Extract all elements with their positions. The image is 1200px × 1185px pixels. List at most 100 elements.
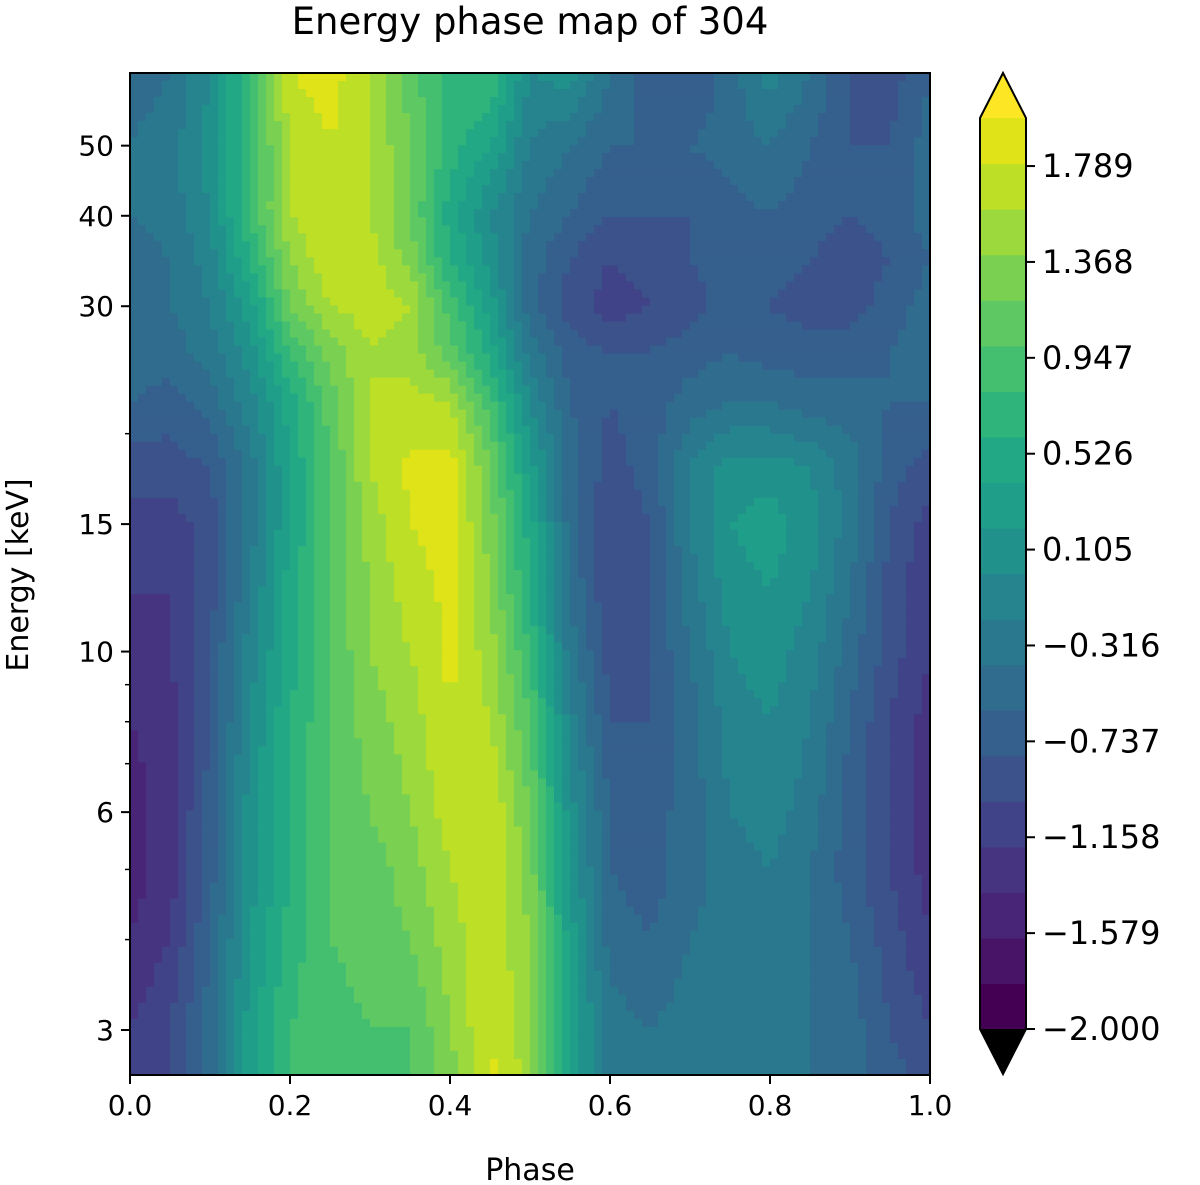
heatmap-cell bbox=[482, 393, 491, 403]
heatmap-cell bbox=[594, 465, 603, 475]
heatmap-cell bbox=[490, 161, 499, 170]
heatmap-cell bbox=[722, 185, 731, 194]
heatmap-cell bbox=[826, 225, 835, 234]
heatmap-cell bbox=[178, 449, 187, 459]
heatmap-cell bbox=[210, 129, 219, 138]
heatmap-cell bbox=[762, 433, 771, 443]
heatmap-cell bbox=[442, 193, 451, 202]
heatmap-cell bbox=[730, 201, 739, 210]
heatmap-cell bbox=[650, 257, 659, 266]
heatmap-cell bbox=[354, 361, 363, 371]
heatmap-cell bbox=[410, 249, 419, 258]
heatmap-cell bbox=[178, 257, 187, 266]
heatmap-cell bbox=[674, 361, 683, 371]
heatmap-cell bbox=[410, 441, 419, 451]
heatmap-cell bbox=[754, 73, 763, 82]
heatmap-cell bbox=[178, 97, 187, 106]
heatmap-cell bbox=[674, 161, 683, 170]
heatmap-cell bbox=[674, 353, 683, 363]
heatmap-cell bbox=[794, 89, 803, 98]
heatmap-cell bbox=[746, 409, 755, 419]
heatmap-cell bbox=[290, 169, 299, 178]
heatmap-cell bbox=[522, 385, 531, 395]
heatmap-cell bbox=[698, 361, 707, 371]
heatmap-cell bbox=[202, 257, 211, 266]
heatmap-cell bbox=[146, 313, 155, 323]
heatmap-cell bbox=[314, 97, 323, 106]
heatmap-cell bbox=[522, 153, 531, 162]
heatmap-cell bbox=[250, 241, 259, 250]
heatmap-cell bbox=[426, 321, 435, 331]
heatmap-cell bbox=[530, 217, 539, 226]
heatmap-cell bbox=[210, 217, 219, 226]
heatmap-cell bbox=[226, 249, 235, 258]
heatmap-cell bbox=[490, 297, 499, 307]
heatmap-cell bbox=[250, 161, 259, 170]
heatmap-cell bbox=[442, 321, 451, 331]
heatmap-cell bbox=[922, 441, 931, 451]
heatmap-cell bbox=[266, 137, 275, 146]
heatmap-cell bbox=[882, 137, 891, 146]
heatmap-cell bbox=[618, 433, 627, 443]
heatmap-cell bbox=[290, 425, 299, 435]
heatmap-cell bbox=[322, 321, 331, 331]
heatmap-cell bbox=[674, 265, 683, 274]
heatmap-cell bbox=[546, 305, 555, 315]
heatmap-cell bbox=[882, 273, 891, 283]
heatmap-cell bbox=[146, 113, 155, 122]
heatmap-cell bbox=[794, 177, 803, 186]
heatmap-cell bbox=[194, 129, 203, 138]
heatmap-cell bbox=[866, 153, 875, 162]
heatmap-cell bbox=[162, 465, 171, 475]
heatmap-cell bbox=[594, 161, 603, 170]
heatmap-cell bbox=[386, 313, 395, 323]
heatmap-cell bbox=[354, 377, 363, 387]
heatmap-cell bbox=[634, 225, 643, 234]
heatmap-cell bbox=[570, 297, 579, 307]
heatmap-cell bbox=[178, 249, 187, 258]
heatmap-cell bbox=[554, 177, 563, 186]
heatmap-cell bbox=[250, 345, 259, 355]
heatmap-cell bbox=[690, 361, 699, 371]
heatmap-cell bbox=[234, 449, 243, 459]
heatmap-cell bbox=[138, 377, 147, 387]
heatmap-cell bbox=[410, 433, 419, 443]
heatmap-cell bbox=[570, 393, 579, 403]
heatmap-cell bbox=[722, 241, 731, 250]
heatmap-cell bbox=[282, 337, 291, 347]
heatmap-cell bbox=[474, 257, 483, 266]
heatmap-cell bbox=[722, 353, 731, 363]
heatmap-cell bbox=[762, 353, 771, 363]
heatmap-cell bbox=[906, 265, 915, 274]
heatmap-cell bbox=[594, 121, 603, 130]
heatmap-cell bbox=[578, 417, 587, 427]
heatmap-cell bbox=[818, 321, 827, 331]
heatmap-cell bbox=[506, 313, 515, 323]
heatmap-cell bbox=[362, 345, 371, 355]
heatmap-cell bbox=[186, 305, 195, 315]
heatmap-cell bbox=[874, 153, 883, 162]
heatmap-cell bbox=[618, 153, 627, 162]
heatmap-cell bbox=[818, 241, 827, 250]
heatmap-cell bbox=[898, 457, 907, 467]
heatmap-cell bbox=[402, 425, 411, 435]
heatmap-cell bbox=[722, 105, 731, 114]
heatmap-cell bbox=[258, 137, 267, 146]
heatmap-cell bbox=[770, 225, 779, 234]
heatmap-cell bbox=[706, 225, 715, 234]
heatmap-cell bbox=[458, 185, 467, 194]
heatmap-cell bbox=[834, 321, 843, 331]
heatmap-cell bbox=[882, 289, 891, 299]
heatmap-cell bbox=[514, 113, 523, 122]
heatmap-cell bbox=[778, 305, 787, 315]
heatmap-cell bbox=[618, 465, 627, 475]
heatmap-cell bbox=[658, 121, 667, 130]
heatmap-cell bbox=[738, 177, 747, 186]
heatmap-cell bbox=[330, 465, 339, 475]
heatmap-cell bbox=[210, 89, 219, 98]
heatmap-cell bbox=[650, 145, 659, 154]
heatmap-cell bbox=[522, 369, 531, 379]
heatmap-cell bbox=[826, 297, 835, 307]
heatmap-cell bbox=[290, 193, 299, 202]
heatmap-cell bbox=[258, 457, 267, 467]
